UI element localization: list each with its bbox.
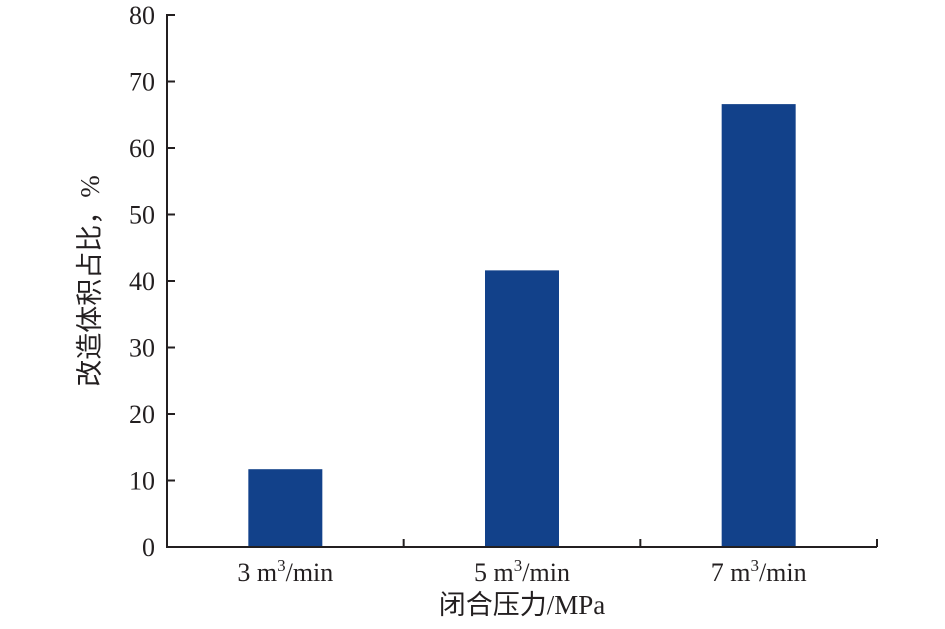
bar <box>485 270 559 547</box>
x-tick-label: 7 m3/min <box>711 556 807 587</box>
y-tick-label: 60 <box>129 134 155 163</box>
bars <box>248 104 796 548</box>
y-tick-label: 50 <box>129 201 155 230</box>
x-axis-ticks: 3 m3/min 5 m3/min 7 m3/min <box>237 539 878 587</box>
y-tick-label: 30 <box>129 334 155 363</box>
y-axis-ticks: 0 10 20 30 40 50 60 70 80 <box>129 1 175 562</box>
y-tick-label: 0 <box>142 533 155 562</box>
y-tick-label: 40 <box>129 267 155 296</box>
y-tick-label: 70 <box>129 68 155 97</box>
bar <box>721 104 796 548</box>
x-tick-label: 3 m3/min <box>237 556 333 587</box>
y-tick-label: 10 <box>129 467 155 496</box>
x-tick-label: 5 m3/min <box>474 556 570 587</box>
x-axis-title: 闭合压力/MPa <box>439 590 606 620</box>
bar <box>248 469 323 547</box>
y-axis-title: 改造体积占比，% <box>75 175 105 387</box>
y-tick-label: 20 <box>129 400 155 429</box>
y-tick-label: 80 <box>129 1 155 30</box>
